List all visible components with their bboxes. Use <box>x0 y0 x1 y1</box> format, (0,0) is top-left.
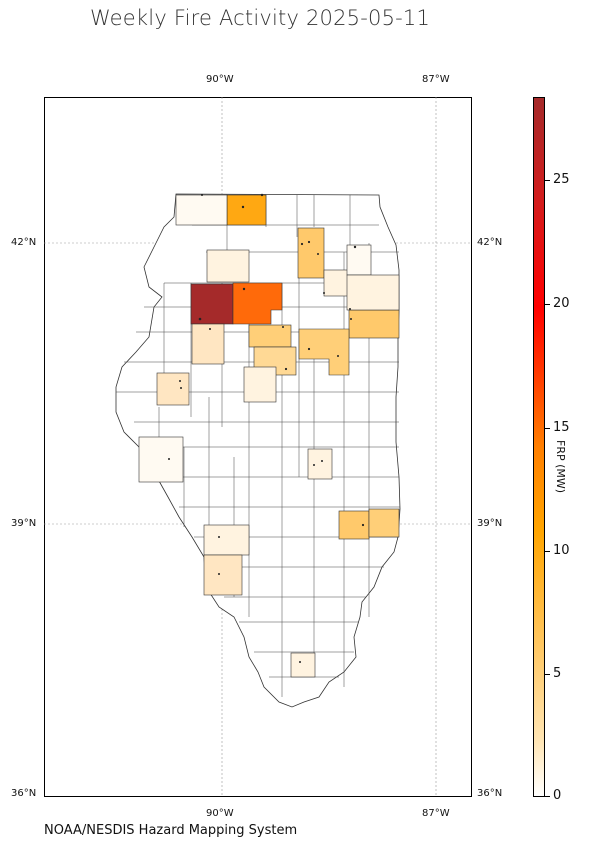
colorbar-label-25: 25 <box>553 172 570 187</box>
top-tick-90w: 90°W <box>206 74 234 85</box>
colorbar-tick <box>545 551 550 552</box>
colorbar-label-15: 15 <box>553 420 570 435</box>
left-tick-36n: 36°N <box>11 788 37 799</box>
county-pale-frp-4 <box>203 524 250 556</box>
county-pale-frp-10 <box>175 194 228 226</box>
county-light-frp-1 <box>297 227 325 279</box>
left-tick-39n: 39°N <box>11 518 37 529</box>
county-light-frp-6 <box>338 510 370 540</box>
left-tick-42n: 42°N <box>11 237 37 248</box>
county-pale-frp-12 <box>307 448 333 480</box>
bottom-tick-90w: 90°W <box>206 808 234 819</box>
county-pale-frp-7 <box>323 269 350 297</box>
colorbar-tick <box>545 180 550 181</box>
right-tick-39n: 39°N <box>477 518 503 529</box>
county-light-frp-4 <box>248 324 292 348</box>
top-tick-87w: 87°W <box>422 74 450 85</box>
county-pale-frp-8 <box>346 244 372 276</box>
chart-title: Weekly Fire Activity 2025-05-11 <box>89 6 431 30</box>
map-frame <box>44 97 472 797</box>
colorbar <box>533 97 545 797</box>
county-pale-frp-3 <box>206 249 250 283</box>
county-light-frp-7 <box>368 508 400 538</box>
county-light-frp-3 <box>298 328 350 376</box>
county-pale-frp-5 <box>203 554 243 596</box>
source-credit: NOAA/NESDIS Hazard Mapping System <box>44 823 298 838</box>
county-pale-frp-13 <box>290 652 316 678</box>
bottom-tick-87w: 87°W <box>422 808 450 819</box>
colorbar-label-20: 20 <box>553 296 570 311</box>
right-tick-36n: 36°N <box>477 788 503 799</box>
county-orange-frp <box>232 282 283 325</box>
county-pale-frp-1 <box>191 323 225 365</box>
colorbar-tick <box>545 304 550 305</box>
colorbar-title: FRP (MW) <box>554 440 567 494</box>
county-light-frp-2 <box>348 309 400 339</box>
county-pale-frp-2 <box>156 372 190 406</box>
county-pale-frp-9 <box>346 274 400 311</box>
county-amber-frp <box>226 194 267 226</box>
county-pale-frp-6 <box>243 366 277 403</box>
colorbar-tick <box>545 428 550 429</box>
right-tick-42n: 42°N <box>477 237 503 248</box>
illinois-county-map <box>44 97 472 797</box>
colorbar-label-5: 5 <box>553 666 562 681</box>
colorbar-label-0: 0 <box>553 788 562 803</box>
colorbar-tick <box>545 796 550 797</box>
county-high-frp <box>190 283 234 325</box>
fire-detections <box>168 193 365 663</box>
county-pale-frp-11 <box>138 436 184 483</box>
fire-counties <box>138 194 400 678</box>
colorbar-tick <box>545 674 550 675</box>
colorbar-label-10: 10 <box>553 543 570 558</box>
